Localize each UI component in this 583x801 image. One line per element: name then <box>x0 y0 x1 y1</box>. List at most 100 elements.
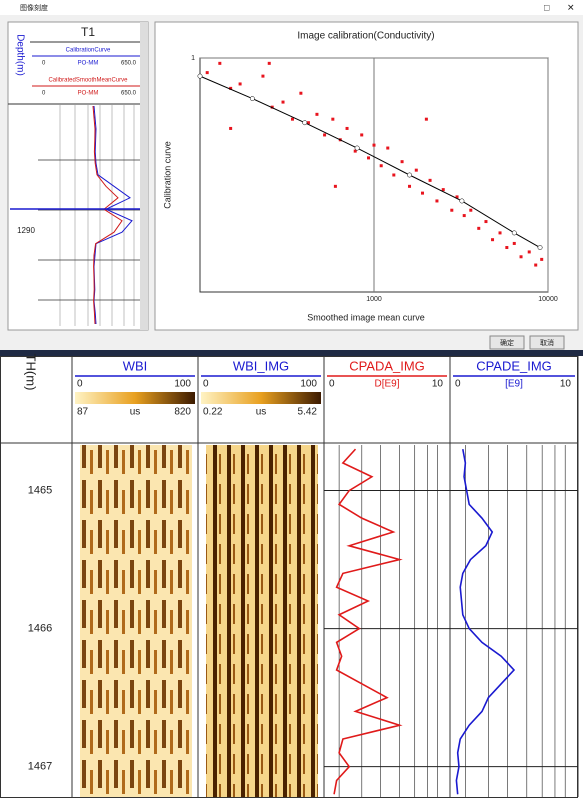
point <box>527 250 531 254</box>
button[interactable] <box>489 335 525 350</box>
curve-unit: D[E9] <box>374 379 399 390</box>
curve-max: 650.0 <box>121 61 137 67</box>
point <box>306 121 310 125</box>
scale-right: 10 <box>560 379 572 390</box>
point <box>392 173 396 177</box>
color-bar <box>75 392 195 404</box>
point <box>386 146 390 150</box>
fit-point <box>511 230 517 236</box>
curve-min: 0 <box>42 61 46 67</box>
y-tick-label: 1 <box>191 55 195 62</box>
point <box>315 112 319 116</box>
scale-left: 0 <box>329 379 335 390</box>
point <box>435 199 439 203</box>
point <box>267 61 271 65</box>
curve-name: CalibratedSmoothMeanCurve <box>48 78 128 84</box>
minimize[interactable]: □ <box>544 2 550 12</box>
point <box>238 82 242 86</box>
bar-max: 820 <box>174 407 191 418</box>
image-track <box>80 445 192 797</box>
point <box>360 133 364 137</box>
point <box>229 86 233 90</box>
point <box>498 231 502 235</box>
log-curve <box>455 448 516 795</box>
fit-point <box>407 172 412 178</box>
y-label: Calibration curve <box>162 141 172 209</box>
log-curve <box>333 448 403 795</box>
window-title: 图像刻度 <box>20 3 48 12</box>
fit-point <box>537 245 543 250</box>
fit-line <box>199 75 541 248</box>
point <box>477 226 481 230</box>
point <box>455 195 459 199</box>
point <box>261 74 265 78</box>
point <box>462 214 466 218</box>
splitter[interactable] <box>0 350 583 356</box>
depth-tick: 1466 <box>28 622 52 634</box>
point <box>400 160 404 164</box>
point <box>367 156 371 160</box>
scale-left: 0 <box>77 379 83 390</box>
point <box>299 91 303 95</box>
x-tick-label: 1000 <box>366 296 382 303</box>
point <box>519 255 523 259</box>
button-label[interactable]: 确定 <box>500 338 514 347</box>
depth-tick: 1467 <box>28 761 52 773</box>
point <box>534 263 538 267</box>
point <box>512 241 516 245</box>
point <box>229 126 233 130</box>
scale-right: 100 <box>300 379 317 390</box>
depth-tick: 1465 <box>28 484 52 496</box>
scale-left: 0 <box>455 379 461 390</box>
depth-label: Depth(m) <box>14 34 25 76</box>
x-tick-label: 10000 <box>538 296 558 303</box>
point <box>505 246 509 250</box>
track-name: WBI <box>123 358 148 373</box>
fit-point <box>459 198 465 204</box>
point <box>205 71 209 75</box>
point <box>379 164 383 168</box>
plot-panel <box>154 21 579 331</box>
curve-max: 650.0 <box>121 91 137 97</box>
mini-curve <box>93 105 133 325</box>
point <box>372 143 376 147</box>
bar-unit: us <box>256 407 267 418</box>
track-name: CPADA_IMG <box>349 358 425 373</box>
point <box>345 126 349 130</box>
scale-right: 10 <box>432 379 444 390</box>
point <box>333 184 337 188</box>
title-bar <box>0 0 583 15</box>
close[interactable]: ✕ <box>567 2 575 12</box>
scrollbar[interactable] <box>140 22 148 330</box>
fit-point <box>354 145 360 151</box>
point <box>408 184 412 188</box>
point <box>290 117 294 121</box>
point <box>428 178 432 182</box>
track-name: WBI_IMG <box>233 358 289 373</box>
fit-point <box>249 96 255 102</box>
track-name: CPADE_IMG <box>476 358 552 373</box>
color-bar <box>201 392 321 404</box>
point <box>441 188 445 192</box>
bar-max: 5.42 <box>298 407 318 418</box>
point <box>450 208 454 212</box>
bar-min: 0.22 <box>203 407 223 418</box>
scale-right: 100 <box>174 379 191 390</box>
point <box>353 149 357 153</box>
point <box>218 61 222 65</box>
bar-unit: us <box>130 407 141 418</box>
scale-left: 0 <box>203 379 209 390</box>
track-name: T1 <box>81 25 95 39</box>
button-label[interactable]: 取消 <box>540 338 554 347</box>
fit-point <box>302 120 308 126</box>
depth-tick: 1290 <box>17 226 35 235</box>
x-label: Smoothed image mean curve <box>307 312 425 322</box>
point <box>469 208 473 212</box>
point <box>424 117 428 121</box>
button[interactable] <box>529 335 565 350</box>
curve-unit: PO-MM <box>78 91 99 97</box>
curve-name: CalibrationCurve <box>66 48 111 54</box>
point <box>484 220 488 224</box>
curve-unit: PO-MM <box>78 61 99 67</box>
